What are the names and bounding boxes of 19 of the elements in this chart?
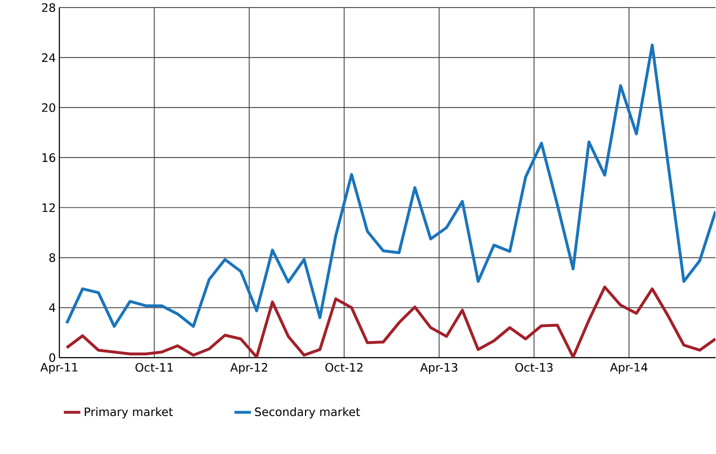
y-tick-label: 28 xyxy=(42,3,56,12)
x-tick-label: Apr-13 xyxy=(420,363,458,374)
x-tick-label: Apr-11 xyxy=(40,363,78,374)
x-tick-label: Oct-11 xyxy=(136,363,173,372)
x-tick-label: Apr-14 xyxy=(610,363,648,374)
y-tick-label: 4 xyxy=(49,303,56,312)
y-tick-label: 8 xyxy=(49,253,56,262)
legend-label: Primary market xyxy=(84,407,173,418)
line-series xyxy=(65,44,716,328)
x-tick-label: Oct-13 xyxy=(515,363,553,372)
x-tick-label: Oct-12 xyxy=(325,363,362,372)
y-tick-label: 24 xyxy=(42,53,56,62)
y-tick-label: 16 xyxy=(42,153,56,162)
x-tick-label: Apr-12 xyxy=(230,363,268,374)
legend-label: Secondary market xyxy=(255,407,360,418)
y-tick-label: 12 xyxy=(42,203,55,212)
y-tick-label: 0 xyxy=(49,353,56,362)
y-tick-label: 20 xyxy=(42,103,56,112)
line-series xyxy=(65,286,716,358)
